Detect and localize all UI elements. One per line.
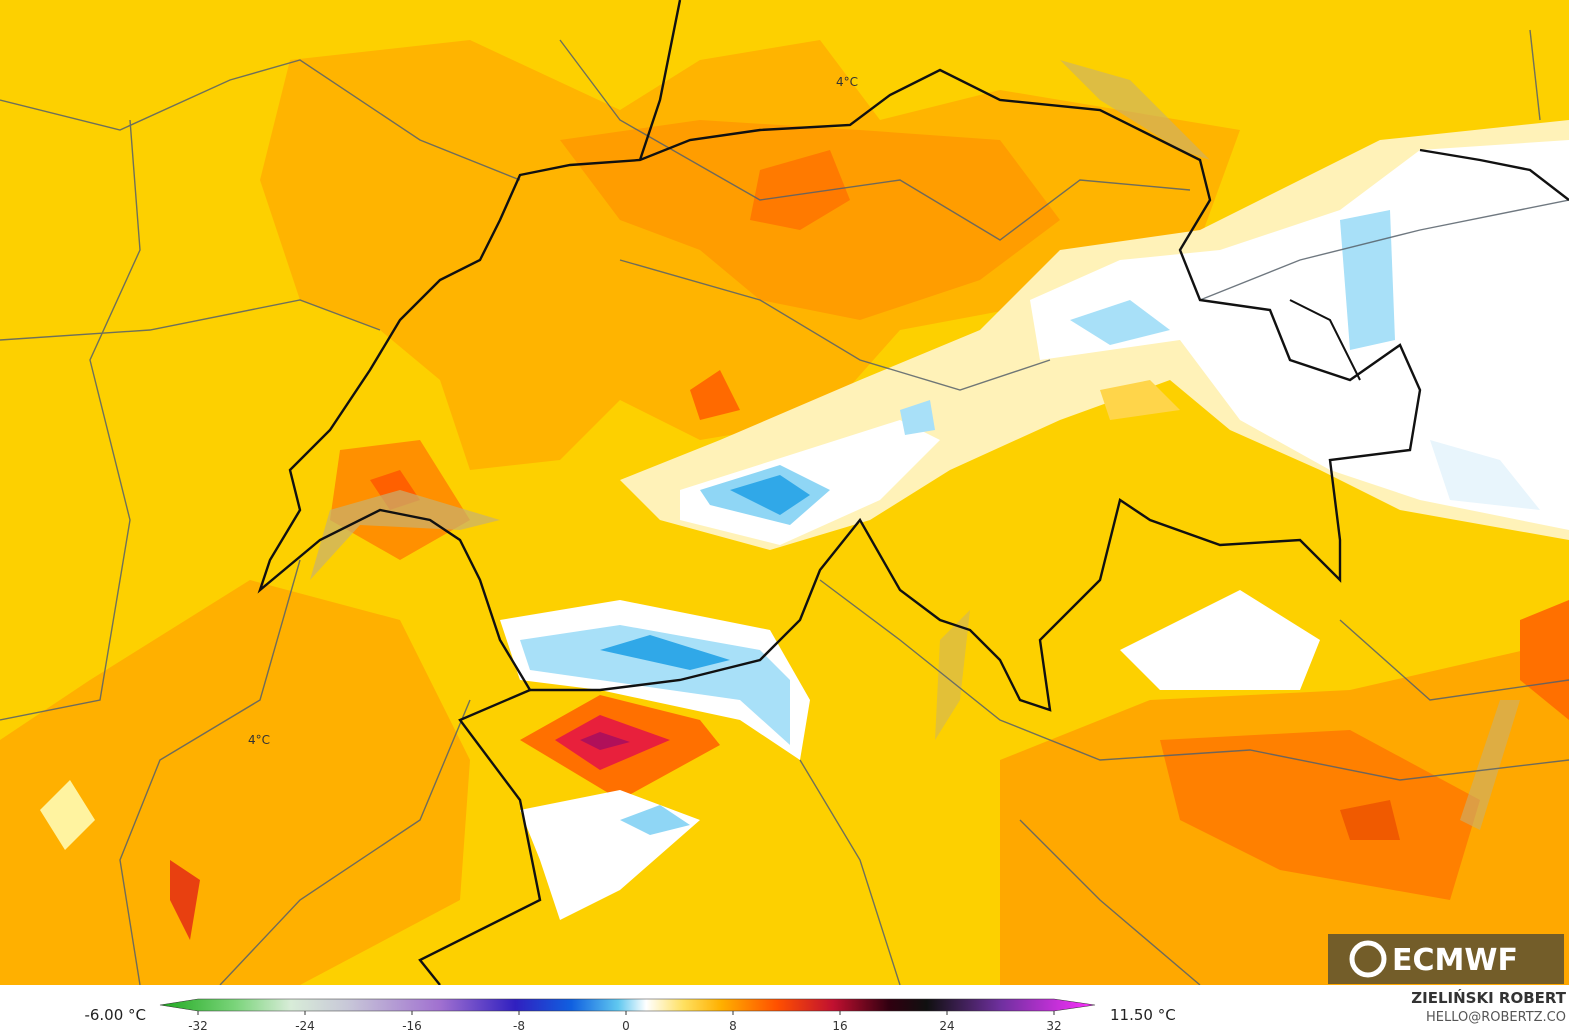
colorbar-tick-label: 32 [1046, 1019, 1061, 1033]
logo-text: ECMWF [1392, 943, 1518, 978]
colorbar-ramp [159, 998, 1096, 1012]
colorbar-tick-label: -24 [295, 1019, 315, 1033]
temperature-field: 4°C 4°C [0, 0, 1569, 985]
colorbar-tick-label: -32 [188, 1019, 208, 1033]
colorbar-tick-label: -8 [513, 1019, 525, 1033]
colorbar-tick-label: 0 [622, 1019, 630, 1033]
colorbar-tick-label: -16 [402, 1019, 422, 1033]
isotherm-label: 4°C [836, 75, 858, 89]
isotherm-label: 4°C [248, 733, 270, 747]
colorbar-tick-label: 24 [939, 1019, 954, 1033]
author: ZIELIŃSKI ROBERT [1411, 988, 1566, 1007]
logo: ECMWF [1328, 934, 1564, 984]
max-value: 11.50 °C [1110, 1006, 1176, 1024]
colorbar-tick-label: 8 [729, 1019, 737, 1033]
colorbar-tick-label: 16 [832, 1019, 847, 1033]
contact: HELLO@ROBERTZ.CO [1426, 1010, 1566, 1025]
min-value: -6.00 °C [84, 1006, 146, 1024]
colorbar: -6.00 °C 11.50 °C -32 -24 -16 -8 0 8 16 24 32 [84, 998, 1176, 1033]
